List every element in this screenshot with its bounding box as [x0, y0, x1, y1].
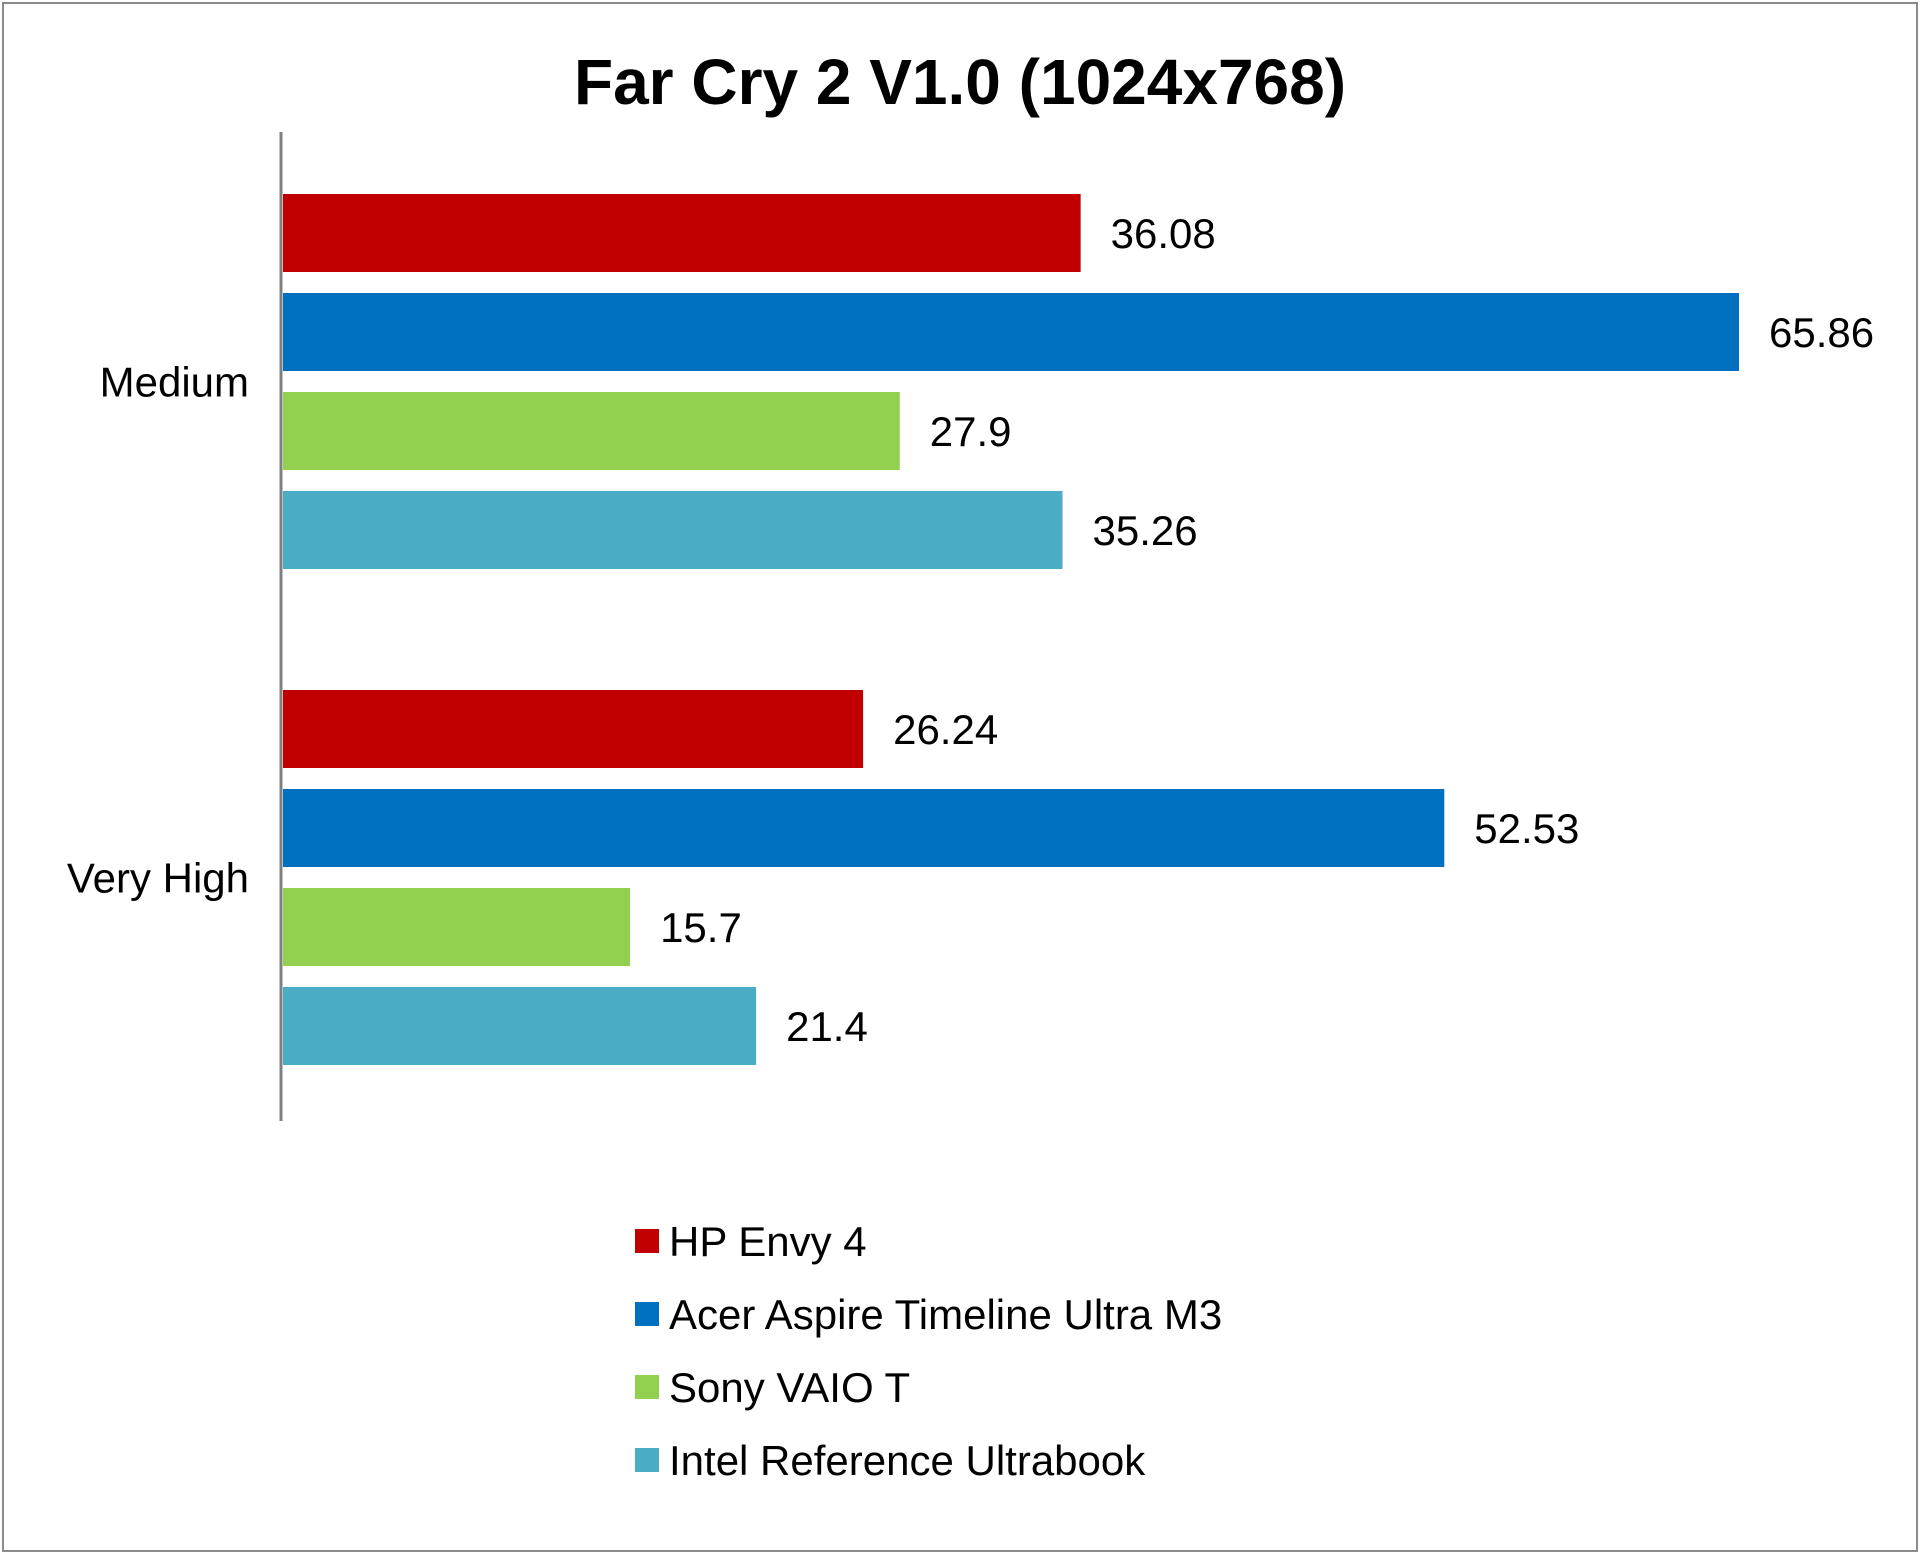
- bar-very-high-intel-reference-ultrabook: [283, 987, 757, 1065]
- bar-medium-hp-envy-4: [283, 194, 1081, 272]
- legend-label-hp-envy-4: HP Envy 4: [669, 1218, 867, 1265]
- category-labels-layer: Medium Very High: [67, 359, 249, 902]
- bar-medium-intel-reference-ultrabook: [283, 491, 1063, 569]
- chart-canvas: Far Cry 2 V1.0 (1024x768) 36.08 65.86 27.9…: [67, 46, 1874, 1484]
- category-label-medium: Medium: [100, 359, 249, 406]
- bar-very-high-hp-envy-4: [283, 690, 864, 768]
- data-label-very-high-hp-envy-4: 26.24: [893, 706, 998, 753]
- bar-medium-acer-aspire-timeline-ultra-m3: [283, 293, 1739, 371]
- data-label-medium-intel-reference-ultrabook: 35.26: [1093, 507, 1198, 554]
- category-label-very-high: Very High: [67, 855, 249, 902]
- chart-title: Far Cry 2 V1.0 (1024x768): [574, 46, 1346, 118]
- data-label-medium-sony-vaio-t: 27.9: [930, 408, 1012, 455]
- bar-very-high-acer-aspire-timeline-ultra-m3: [283, 789, 1445, 867]
- bar-medium-sony-vaio-t: [283, 392, 900, 470]
- data-label-very-high-intel-reference-ultrabook: 21.4: [786, 1003, 868, 1050]
- data-label-medium-hp-envy-4: 36.08: [1111, 210, 1216, 257]
- data-label-very-high-acer-aspire-timeline-ultra-m3: 52.53: [1474, 805, 1579, 852]
- data-labels-layer: 36.08 65.86 27.9 35.26 26.24 52.53 15.7 21.4: [660, 210, 1874, 1050]
- bars-layer: [283, 194, 1739, 1065]
- legend-label-acer-aspire-timeline-ultra-m3: Acer Aspire Timeline Ultra M3: [669, 1291, 1222, 1338]
- legend-swatch-sony-vaio-t: [635, 1375, 659, 1399]
- legend-swatch-hp-envy-4: [635, 1229, 659, 1253]
- legend-label-intel-reference-ultrabook: Intel Reference Ultrabook: [669, 1437, 1146, 1484]
- data-label-very-high-sony-vaio-t: 15.7: [660, 904, 742, 951]
- legend-swatch-acer-aspire-timeline-ultra-m3: [635, 1302, 659, 1326]
- data-label-medium-acer-aspire-timeline-ultra-m3: 65.86: [1769, 309, 1874, 356]
- legend-label-sony-vaio-t: Sony VAIO T: [669, 1364, 910, 1411]
- legend: HP Envy 4 Acer Aspire Timeline Ultra M3 So…: [635, 1218, 1222, 1484]
- legend-swatch-intel-reference-ultrabook: [635, 1448, 659, 1472]
- bar-very-high-sony-vaio-t: [283, 888, 631, 966]
